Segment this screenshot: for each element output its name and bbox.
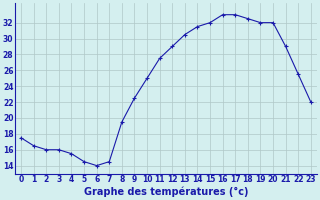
X-axis label: Graphe des températures (°c): Graphe des températures (°c): [84, 187, 248, 197]
